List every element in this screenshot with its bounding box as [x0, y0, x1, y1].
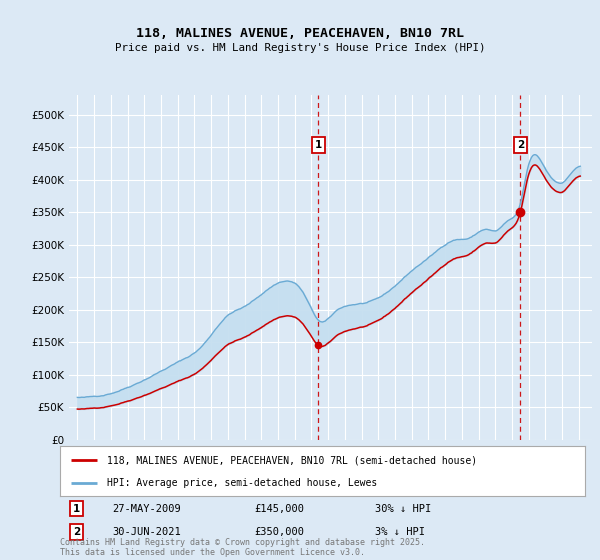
- Text: Price paid vs. HM Land Registry's House Price Index (HPI): Price paid vs. HM Land Registry's House …: [115, 43, 485, 53]
- Text: £350,000: £350,000: [254, 527, 304, 537]
- Text: 1: 1: [314, 140, 322, 150]
- Text: 118, MALINES AVENUE, PEACEHAVEN, BN10 7RL: 118, MALINES AVENUE, PEACEHAVEN, BN10 7R…: [136, 27, 464, 40]
- Text: 1: 1: [73, 503, 80, 514]
- Text: 30-JUN-2021: 30-JUN-2021: [113, 527, 181, 537]
- Text: 2: 2: [73, 527, 80, 537]
- Text: 3% ↓ HPI: 3% ↓ HPI: [375, 527, 425, 537]
- Text: £145,000: £145,000: [254, 503, 304, 514]
- Text: HPI: Average price, semi-detached house, Lewes: HPI: Average price, semi-detached house,…: [107, 478, 377, 488]
- Text: Contains HM Land Registry data © Crown copyright and database right 2025.
This d: Contains HM Land Registry data © Crown c…: [60, 538, 425, 557]
- Text: 2: 2: [517, 140, 524, 150]
- Text: 30% ↓ HPI: 30% ↓ HPI: [375, 503, 431, 514]
- Text: 27-MAY-2009: 27-MAY-2009: [113, 503, 181, 514]
- Text: 118, MALINES AVENUE, PEACEHAVEN, BN10 7RL (semi-detached house): 118, MALINES AVENUE, PEACEHAVEN, BN10 7R…: [107, 455, 478, 465]
